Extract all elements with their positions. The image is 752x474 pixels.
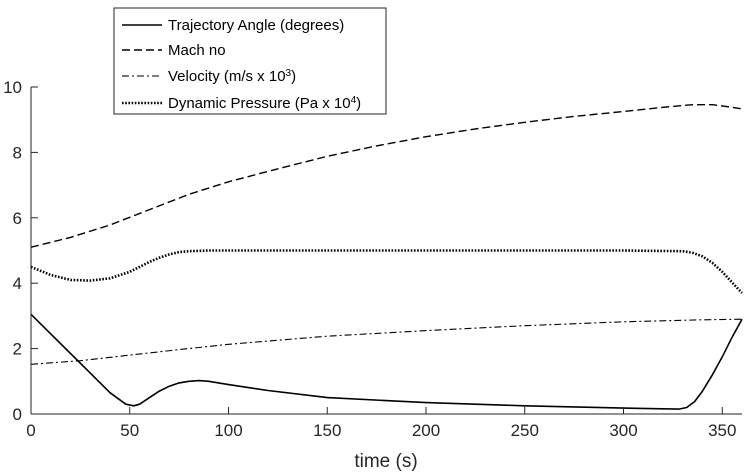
series-line-mach-no (30, 103, 743, 248)
legend-label-trajectory-angle-degrees: Trajectory Angle (degrees) (168, 17, 344, 34)
y-ticks: 0 2 4 6 8 10 (3, 78, 38, 424)
x-tick-label: 50 (120, 421, 139, 440)
x-tick-label: 0 (26, 421, 35, 440)
y-tick-label: 10 (3, 78, 22, 97)
x-tick-label: 350 (708, 421, 736, 440)
legend-label-dynamic-pressure-pa-x-10-4: Dynamic Pressure (Pa x 104) (168, 95, 361, 113)
x-tick-label: 300 (609, 421, 637, 440)
x-axis-label: time (s) (354, 451, 417, 472)
y-tick-label: 0 (13, 405, 22, 424)
x-tick-label: 150 (313, 421, 341, 440)
series-line-velocity-m-s-x-10-3 (30, 318, 743, 365)
y-tick-label: 8 (13, 143, 22, 162)
x-tick-label: 250 (511, 421, 539, 440)
x-ticks: 0 50 100 150 200 250 300 350 (26, 407, 736, 440)
x-tick-label: 200 (412, 421, 440, 440)
y-tick-label: 2 (13, 340, 22, 359)
series-line-dynamic-pressure-pa-x-10-4 (30, 249, 743, 294)
legend-label-mach-no: Mach no (168, 42, 226, 59)
x-tick-label: 100 (214, 421, 242, 440)
legend: Trajectory Angle (degrees) Mach no Velocit… (113, 7, 387, 115)
y-tick-label: 6 (13, 209, 22, 228)
series-line-trajectory-angle-degrees (30, 313, 743, 410)
legend-label-velocity-m-s-x-10-3: Velocity (m/s x 103) (168, 68, 296, 86)
y-tick-label: 4 (13, 274, 22, 293)
series-layer (30, 103, 743, 410)
